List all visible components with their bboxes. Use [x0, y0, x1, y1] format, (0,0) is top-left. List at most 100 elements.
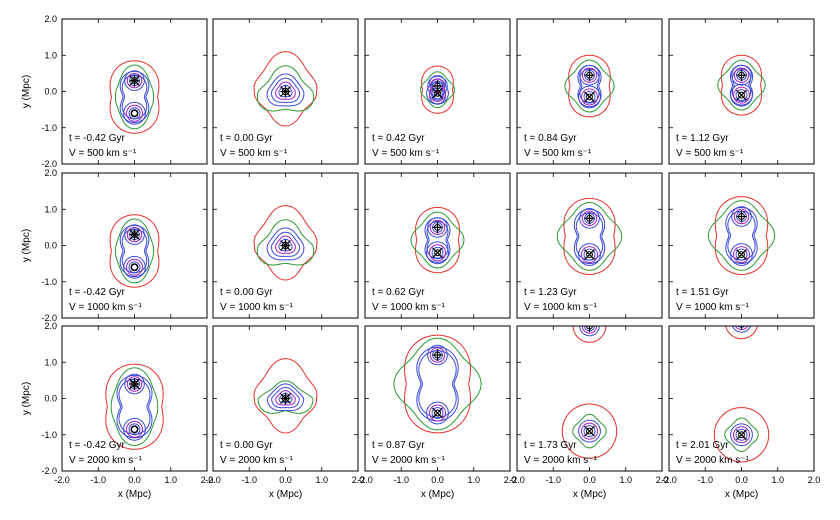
cluster-marker-plus [736, 210, 747, 223]
velocity-label: V = 500 km s⁻¹ [69, 148, 137, 159]
x-tick-label: 2.0 [201, 475, 214, 485]
sub-cluster-contour [429, 78, 446, 94]
sub-cluster-contour [733, 426, 750, 444]
cluster-marker-star [129, 228, 140, 241]
y-tick-label: 1.0 [44, 50, 57, 60]
middle-contour [393, 337, 482, 431]
x-tick-label: 0.0 [128, 475, 141, 485]
y-tick-label: 2.0 [44, 14, 57, 24]
core-contour [738, 431, 745, 439]
x-tick-label: 0.0 [431, 475, 444, 485]
y-axis-title: y (Mpc) [21, 75, 32, 108]
panel-r2-c5: t = 1.51 Gyr V = 1000 km s⁻¹ [668, 172, 815, 319]
inner-contour [266, 227, 305, 261]
y-tick-label: 0.0 [44, 241, 57, 251]
outer-contour [563, 197, 616, 276]
velocity-label: V = 1000 km s⁻¹ [220, 302, 293, 313]
inner-contour [271, 386, 300, 409]
sub-cluster-contour [578, 243, 601, 266]
time-label: t = 0.00 Gyr [220, 133, 273, 144]
sub-cluster-contour [124, 224, 145, 245]
panel-r1-c3: t = 0.42 Gyr V = 500 km s⁻¹ [364, 18, 511, 165]
cluster-marker-cross [736, 429, 747, 441]
inner-contour [278, 84, 293, 98]
contour-group [393, 334, 482, 434]
cluster-marker-cross [736, 89, 747, 101]
inner-contour [266, 383, 305, 412]
middle-contour [707, 200, 776, 271]
x-axis-title: x (Mpc) [421, 489, 454, 500]
core-contour [131, 425, 138, 433]
x-tick-label: -2.0 [54, 475, 70, 485]
x-axis-title: x (Mpc) [118, 489, 151, 500]
panel-r2-c3: t = 0.62 Gyr V = 1000 km s⁻¹ [364, 172, 511, 319]
sub-cluster-contour [733, 67, 750, 83]
velocity-label: V = 1000 km s⁻¹ [524, 302, 597, 313]
y-tick-label: 0.0 [44, 394, 57, 404]
cluster-marker-cross [736, 249, 747, 260]
sub-cluster-contour [431, 246, 444, 259]
velocity-label: V = 2000 km s⁻¹ [676, 455, 749, 466]
cluster-marker-star [280, 85, 291, 98]
cluster-marker-plus [584, 212, 595, 225]
sub-cluster-contour [126, 72, 143, 89]
core-contour [586, 93, 593, 101]
middle-contour [114, 218, 155, 284]
inner-contour [573, 208, 606, 265]
time-label: t = 0.00 Gyr [220, 287, 273, 298]
sub-cluster-contour [584, 326, 595, 332]
time-label: t = -0.42 Gyr [69, 440, 126, 451]
x-tick-label: -2.0 [357, 475, 373, 485]
middle-contour [257, 380, 314, 414]
velocity-label: V = 2000 km s⁻¹ [220, 455, 293, 466]
x-tick-label: 0.0 [735, 475, 748, 485]
x-tick-label: -1.0 [697, 475, 713, 485]
middle-contour [114, 64, 155, 130]
sub-cluster-contour [427, 217, 448, 238]
panel-r2-c1: t = -0.42 Gyr V = 1000 km s⁻¹ 2.0 1.0 0.0 -1.… [21, 168, 208, 323]
contour-group [105, 363, 164, 450]
y-tick-label: -2.0 [41, 466, 57, 476]
outer-contour [572, 326, 607, 343]
outer-contour [414, 206, 461, 274]
y-tick-label: 2.0 [44, 168, 57, 178]
x-tick-label: 1.0 [619, 475, 632, 485]
core-contour [434, 89, 441, 97]
y-tick-label: -1.0 [41, 277, 57, 287]
sub-cluster-contour [426, 81, 449, 105]
velocity-label: V = 500 km s⁻¹ [220, 148, 288, 159]
sub-cluster-contour [126, 258, 143, 276]
contour-group [253, 51, 318, 127]
inner-contour [270, 231, 301, 257]
sub-cluster-contour [579, 326, 600, 337]
x-tick-label: 2.0 [352, 475, 365, 485]
velocity-label: V = 1000 km s⁻¹ [372, 302, 445, 313]
x-tick-label: 0.0 [583, 475, 596, 485]
x-tick-label: 2.0 [504, 475, 517, 485]
sub-cluster-contour [126, 104, 143, 122]
middle-contour [410, 211, 465, 269]
inner-contour [278, 238, 293, 252]
panel-r3-c1: t = -0.42 Gyr V = 2000 km s⁻¹ 2.0 1.0 0.0 -1.… [21, 321, 213, 500]
cluster-marker-cross [432, 407, 443, 419]
panel-r1-c1: t = -0.42 Gyr V = 500 km s⁻¹ 2.0 1.0 0.0 -1.0… [21, 14, 208, 169]
panel-r2-c4: t = 1.23 Gyr V = 1000 km s⁻¹ [516, 172, 663, 319]
contour-group [717, 54, 766, 116]
outer-contour [725, 326, 758, 340]
inner-contour [270, 77, 301, 103]
inner-contour [119, 224, 150, 278]
inner-contour [416, 346, 459, 422]
velocity-label: V = 500 km s⁻¹ [524, 148, 592, 159]
y-tick-label: 0.0 [44, 87, 57, 97]
sub-cluster-contour [128, 423, 141, 436]
sub-cluster-contour [730, 83, 753, 107]
middle-contour [256, 65, 315, 112]
sub-cluster-contour [431, 407, 444, 419]
inner-contour [275, 235, 296, 254]
outer-contour [421, 65, 454, 114]
sub-cluster-contour [731, 64, 752, 86]
cluster-marker-plus [432, 221, 443, 234]
inner-contour [119, 70, 150, 124]
contour-group [564, 54, 615, 118]
